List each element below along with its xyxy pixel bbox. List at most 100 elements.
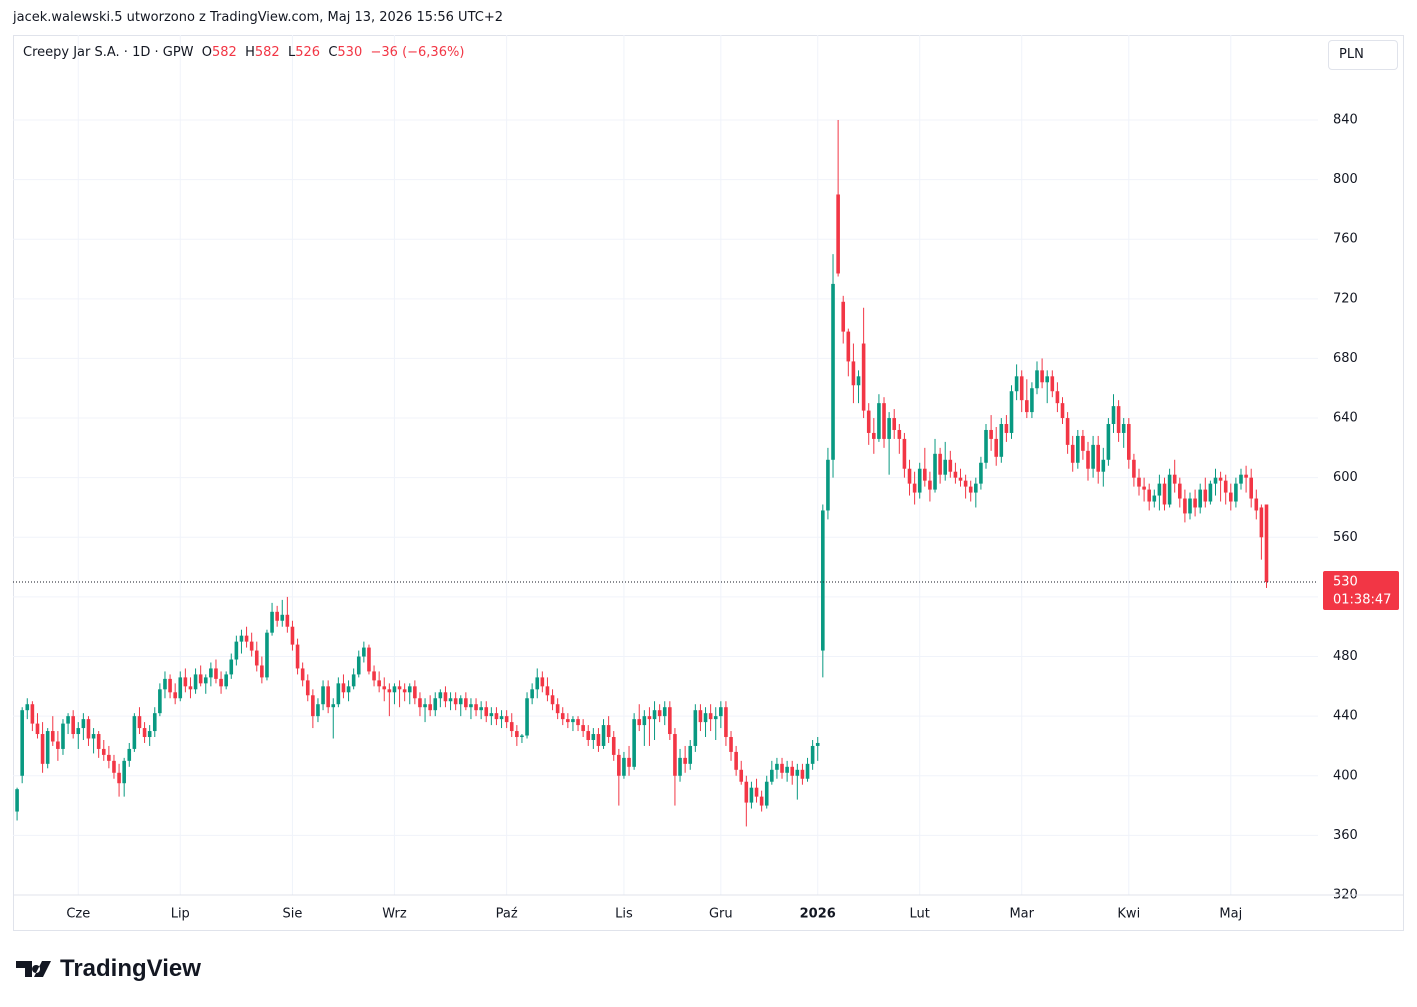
- header-text: jacek.walewski.5 utworzono z TradingView…: [13, 10, 503, 25]
- candle-body: [203, 677, 208, 684]
- candle-body: [754, 787, 759, 797]
- candle-body: [974, 483, 978, 493]
- candle-body: [591, 734, 596, 740]
- candle-body: [1152, 495, 1157, 502]
- candle-body: [963, 480, 968, 487]
- candle-body: [163, 678, 167, 690]
- x-tick-label: Paź: [496, 907, 518, 922]
- candle-body: [265, 632, 269, 678]
- candle-body: [494, 713, 499, 720]
- candle-body: [550, 695, 555, 705]
- candle-body: [341, 683, 346, 693]
- x-tick-label: Maj: [1219, 907, 1242, 922]
- candle-body: [356, 656, 361, 675]
- candle-body: [418, 698, 422, 708]
- candle-body: [872, 432, 876, 439]
- candle-body: [137, 716, 142, 729]
- candle-body: [703, 713, 708, 723]
- candle-body: [239, 635, 244, 642]
- logo-icon: [16, 961, 51, 977]
- candle-body: [214, 668, 218, 679]
- candle-body: [372, 671, 376, 681]
- candle-body: [453, 698, 458, 705]
- candle-body: [402, 689, 407, 693]
- candle-body: [892, 418, 897, 430]
- x-tick-label: Lut: [910, 907, 930, 922]
- candle-body: [877, 403, 881, 439]
- candle-body: [1106, 424, 1111, 460]
- candle-body: [1177, 483, 1182, 499]
- candle-body: [739, 769, 744, 782]
- legend: Creepy Jar S.A. · 1D · GPW O582 H582 L52…: [23, 45, 464, 60]
- candle-body: [305, 680, 310, 696]
- candle-body: [35, 723, 40, 735]
- candle-body: [622, 757, 626, 776]
- candle-body: [902, 438, 907, 469]
- y-tick-label: 680: [1333, 351, 1358, 366]
- x-tick-label: Mar: [1009, 907, 1034, 922]
- candle-body: [413, 686, 417, 699]
- candle-body: [1111, 406, 1116, 425]
- candle-body: [1091, 444, 1095, 469]
- candle-body: [851, 361, 856, 386]
- x-tick-label: Lis: [615, 907, 633, 922]
- candle-body: [1137, 477, 1141, 487]
- candle-body: [994, 438, 999, 457]
- candle-body: [1254, 498, 1259, 511]
- candle-body: [15, 789, 19, 812]
- candle-body: [596, 734, 601, 746]
- candle-body: [1060, 403, 1065, 419]
- candle-body: [1228, 492, 1233, 502]
- candle-body: [66, 716, 70, 724]
- candle-body: [56, 741, 60, 749]
- candle-body: [280, 614, 285, 621]
- candle-body: [30, 704, 35, 724]
- candle-body: [882, 403, 886, 439]
- candle-body: [311, 695, 315, 717]
- logo: TradingView: [14, 955, 201, 983]
- candle-body: [668, 707, 672, 735]
- candle-body: [142, 728, 147, 738]
- candle-body: [96, 734, 101, 749]
- legend-label: C: [328, 45, 338, 60]
- candle-body: [1035, 370, 1039, 389]
- candle-body: [1009, 391, 1014, 433]
- currency-button[interactable]: PLN: [1328, 40, 1398, 70]
- candle-body: [321, 686, 325, 705]
- legend-label: L: [287, 45, 296, 60]
- candle-body: [173, 692, 177, 699]
- x-tick-label: Wrz: [382, 907, 407, 922]
- candle-body: [474, 704, 478, 711]
- candle-body: [1081, 435, 1085, 451]
- candle-body: [443, 692, 448, 702]
- legend-value: 526: [295, 45, 321, 60]
- candle-body: [688, 745, 693, 764]
- candle-body: [938, 453, 942, 475]
- candle-body: [836, 194, 840, 274]
- candle-body: [1050, 376, 1055, 392]
- candle-body: [433, 698, 438, 711]
- candle-body: [545, 686, 550, 696]
- candle-body: [810, 745, 815, 764]
- candle-body: [1004, 424, 1009, 433]
- x-tick-label: 2026: [800, 907, 836, 922]
- candle-body: [209, 668, 213, 678]
- candle-body: [861, 343, 866, 411]
- candle-body: [759, 796, 764, 806]
- candle-body: [464, 698, 468, 708]
- candle-body: [260, 665, 264, 678]
- price-tag: [1323, 571, 1399, 611]
- candle-body: [958, 477, 963, 481]
- candle-body: [729, 737, 733, 752]
- candle-body: [285, 614, 290, 627]
- candle-body: [1101, 459, 1106, 472]
- candle-body: [25, 704, 30, 711]
- candle-body: [382, 686, 387, 690]
- candle-body: [428, 704, 432, 711]
- candle-body: [923, 468, 927, 481]
- chart-frame: [13, 35, 1404, 931]
- candle-body: [438, 692, 443, 699]
- candle-body: [275, 611, 279, 621]
- candle-body: [984, 429, 988, 463]
- candle-body: [678, 757, 682, 776]
